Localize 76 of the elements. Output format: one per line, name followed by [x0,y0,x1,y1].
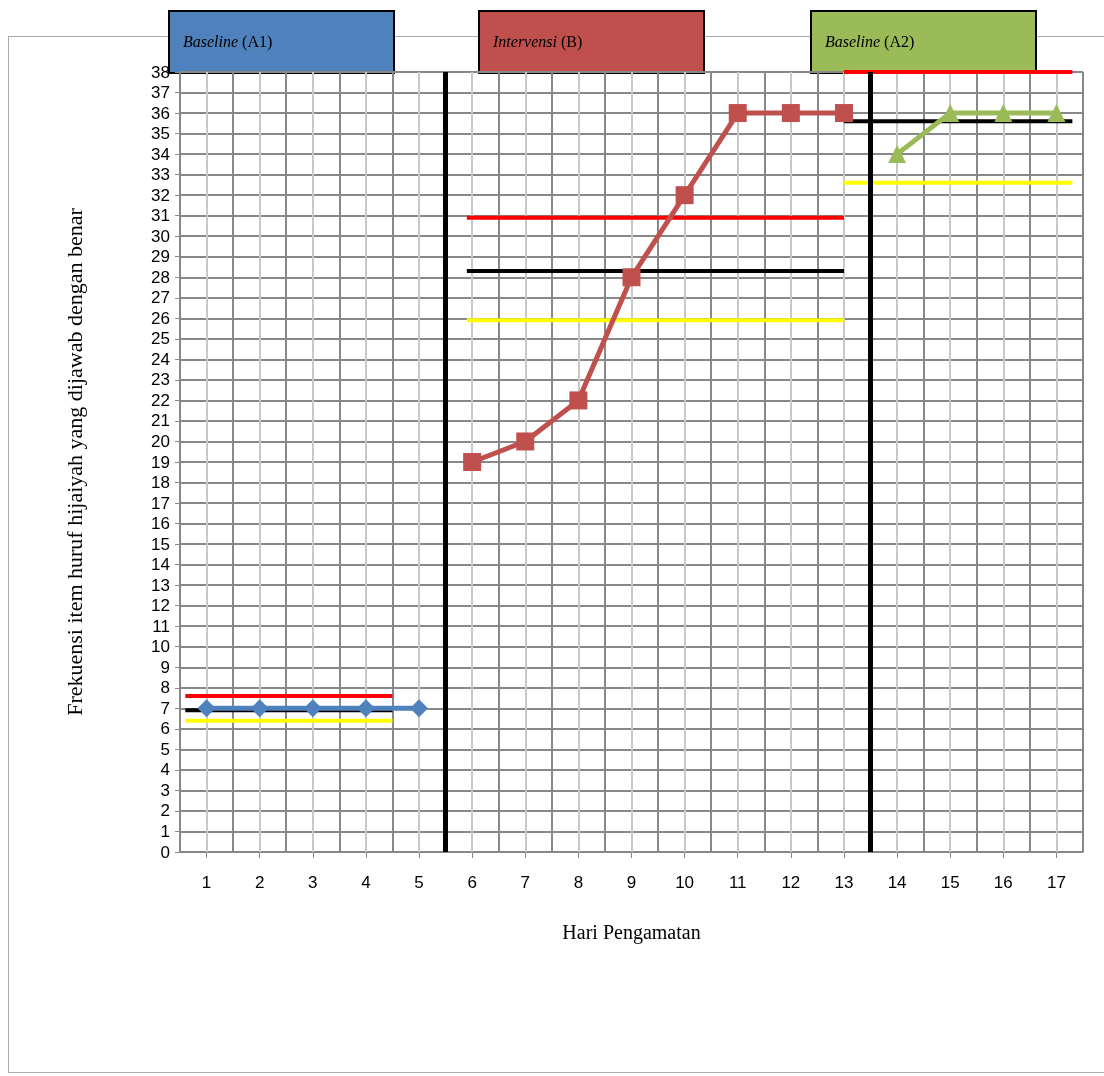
y-tick-label: 10 [151,637,170,657]
x-tick-label: 8 [573,873,584,892]
y-tick-label: 3 [160,780,170,800]
x-axis-title: Hari Pengamatan [562,921,701,944]
y-tick-label: 1 [160,821,170,841]
y-tick-label: 21 [151,411,170,431]
y-tick-label: 7 [160,698,170,718]
point [888,145,907,164]
y-tick-label: 15 [151,534,170,554]
y-tick-label: 24 [151,349,170,369]
y-tick-label: 20 [151,431,170,451]
point [569,391,588,410]
y-tick-label: 14 [151,555,170,575]
x-tick-label: 7 [520,873,530,892]
y-tick-label: 16 [151,514,170,534]
point [622,268,641,287]
point [781,104,800,123]
x-tick-label: 1 [201,873,212,892]
y-tick-label: 32 [151,185,170,205]
x-tick-label: 16 [993,873,1013,892]
y-tick-label: 25 [151,329,170,349]
point [463,453,482,471]
text: Baseline (A2) [825,32,915,51]
y-tick-label: 6 [160,719,170,739]
y-axis-title: Frekuensi item huruf hijaiyah yang dijawab dengan benar [61,207,87,716]
y-tick-label: 28 [151,267,170,287]
text: Baseline (A1) [183,32,273,51]
y-tick-label: 19 [151,452,170,472]
x-tick-label: 10 [675,873,695,892]
y-tick-label: 13 [151,575,170,595]
y-tick-label: 30 [151,226,170,246]
point [675,186,694,205]
y-tick-label: 38 [151,62,170,82]
y-tick-label: 23 [151,370,170,390]
y-tick-label: 36 [151,103,170,123]
y-tick-label: 5 [160,739,170,759]
y-tick-label: 29 [151,247,170,267]
x-tick-label: 2 [254,873,265,892]
x-tick-label: 6 [467,873,477,892]
point [941,104,960,123]
y-tick-label: 8 [160,678,170,698]
point [994,104,1013,123]
y-tick-label: 37 [151,83,170,103]
y-tick-label: 35 [151,124,170,144]
x-tick-label: 3 [308,873,318,892]
x-tick-label: 13 [834,873,854,892]
y-tick-label: 12 [151,596,170,616]
text: Intervensi (B) [492,32,583,51]
x-tick-label: 15 [940,873,960,892]
y-tick-label: 33 [151,165,170,185]
point [410,699,429,718]
y-tick-label: 27 [151,288,170,308]
x-tick-label: 11 [728,873,747,892]
y-tick-label: 34 [151,144,170,164]
y-tick-label: 2 [160,801,170,821]
y-tick-label: 11 [152,616,170,636]
point [728,104,747,123]
y-tick-label: 31 [151,206,170,226]
x-tick-label: 9 [626,873,637,892]
x-tick-label: 4 [361,873,371,892]
point [516,432,535,451]
x-tick-label: 17 [1046,873,1066,892]
y-tick-label: 0 [160,842,170,862]
point [834,104,853,123]
point [197,699,216,718]
point [250,699,269,718]
y-tick-label: 9 [160,657,170,677]
y-tick-label: 4 [160,760,170,780]
y-tick-label: 22 [151,390,170,410]
x-tick-label: 14 [887,873,907,892]
x-tick-label: 5 [414,873,424,892]
y-tick-label: 17 [151,493,170,513]
point [1047,104,1066,123]
y-tick-label: 26 [151,308,170,328]
y-tick-label: 18 [151,473,170,493]
x-tick-label: 12 [781,873,801,892]
